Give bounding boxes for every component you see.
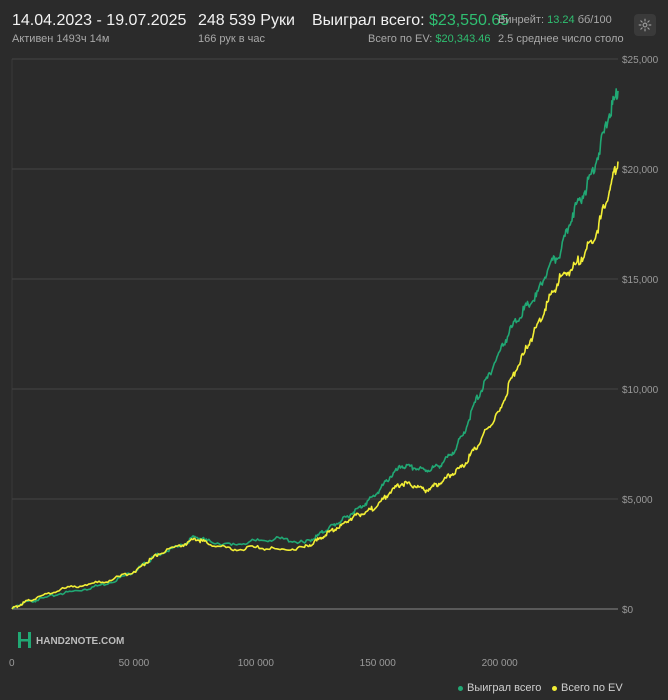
legend-ev-label: Всего по EV [561, 682, 623, 694]
won-total: Выиграл всего: $23,550.65 [312, 12, 509, 30]
series-line-ev [11, 161, 619, 610]
x-tick-label: 200 000 [482, 658, 519, 669]
y-tick-label: $25,000 [622, 55, 659, 66]
y-tick-label: $10,000 [622, 385, 659, 396]
series-line-won [11, 88, 619, 610]
ev-total: Всего по EV: $20,343.46 [368, 33, 490, 45]
x-tick-label: 0 [9, 658, 15, 669]
x-tick-label: 150 000 [360, 658, 397, 669]
ev-value: $20,343.46 [435, 33, 491, 45]
won-value: $23,550.65 [429, 12, 510, 29]
date-range[interactable]: 14.04.2023 - 19.07.2025 [12, 12, 187, 29]
gear-icon [638, 18, 652, 32]
y-tick-label: $20,000 [622, 165, 659, 176]
series-lines [11, 88, 619, 610]
won-label: Выиграл всего: [312, 12, 425, 29]
watermark-logo: HAND2NOTE.COM [18, 632, 124, 648]
legend-ev[interactable]: Всего по EV [552, 682, 623, 694]
x-axis-ticks: 0 50 000 100 000 150 000 200 000 [9, 658, 518, 669]
winrate-label: Винрейт: [498, 14, 545, 26]
header: 14.04.2023 - 19.07.2025 Активен 1493ч 14… [0, 0, 668, 50]
hands-per-hour: 166 рук в час [198, 33, 266, 45]
ev-label: Всего по EV: [368, 33, 433, 45]
winrate-value: 13.24 [547, 14, 575, 26]
y-axis-ticks: $0 $5,000 $10,000 $15,000 $20,000 $25,000 [622, 55, 659, 616]
legend-ev-dot [552, 685, 557, 691]
x-tick-label: 50 000 [119, 658, 150, 669]
y-tick-label: $0 [622, 605, 634, 616]
winrate-unit: бб/100 [577, 14, 612, 26]
legend-won[interactable]: Выиграл всего [458, 682, 541, 694]
settings-button[interactable] [634, 14, 656, 36]
winrate: Винрейт: 13.24 бб/100 [498, 14, 612, 26]
hands-count: 248 539 Руки [198, 12, 295, 29]
watermark-text: HAND2NOTE.COM [36, 636, 124, 647]
y-tick-label: $5,000 [622, 495, 653, 506]
logo-bar-mid [18, 639, 31, 642]
active-time: Активен 1493ч 14м [12, 33, 110, 45]
x-tick-label: 100 000 [238, 658, 275, 669]
grid [11, 58, 618, 610]
y-tick-label: $15,000 [622, 275, 659, 286]
legend-won-label: Выиграл всего [467, 682, 542, 694]
legend-won-dot [458, 685, 463, 691]
avg-tables: 2.5 среднее число столо [498, 33, 624, 45]
chart-area: $0 $5,000 $10,000 $15,000 $20,000 $25,000 0 50… [9, 55, 659, 669]
